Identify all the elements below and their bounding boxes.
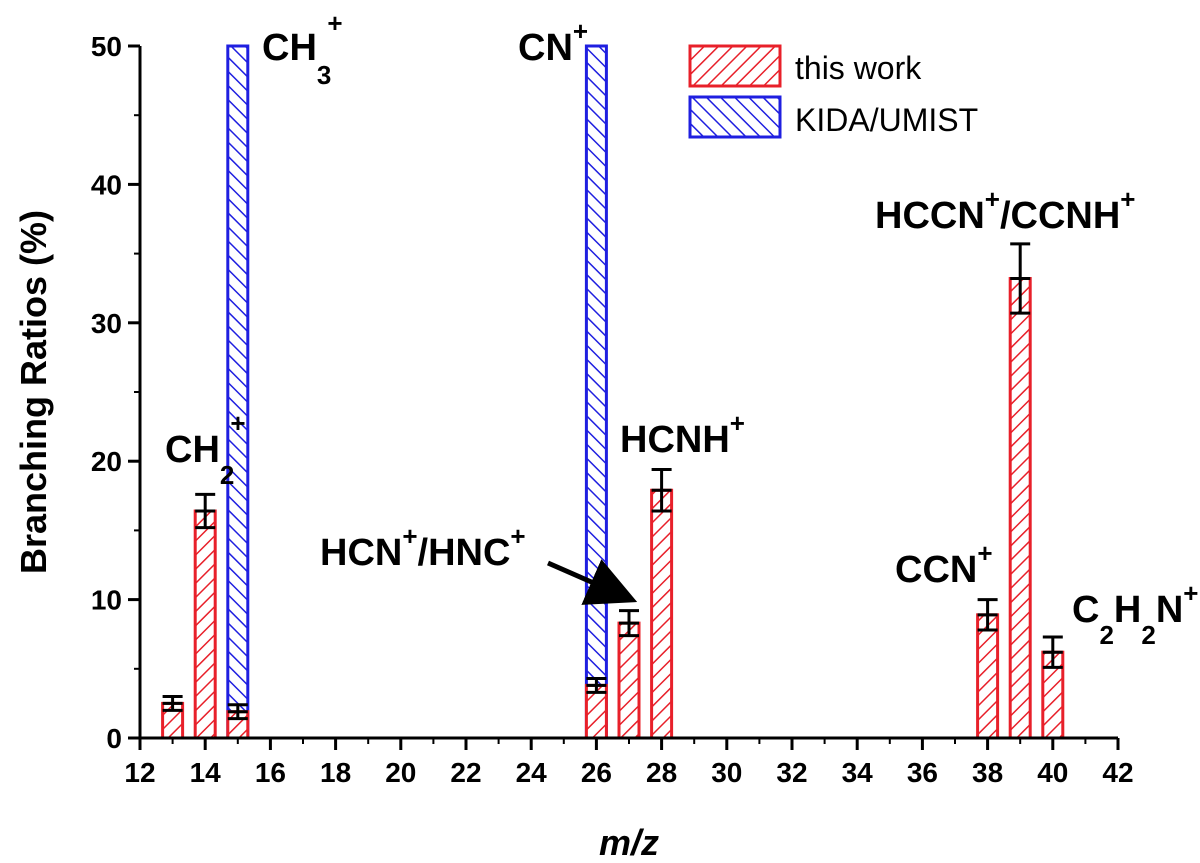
x-tick-label: 32 — [776, 757, 807, 788]
x-axis-ticks: 12 14 16 18 20 22 24 26 28 30 32 34 36 38 40 42 — [124, 738, 1134, 788]
kida-umist-bars — [226, 44, 608, 740]
annotation-hcnh: HCNH+ — [620, 408, 745, 461]
y-tick-label: 30 — [91, 308, 122, 339]
this-work-bars — [161, 277, 1065, 740]
x-tick-label: 42 — [1102, 757, 1133, 788]
x-tick-label: 18 — [320, 757, 351, 788]
x-tick-label: 12 — [124, 757, 155, 788]
y-tick-label: 0 — [106, 723, 122, 754]
kida-umist-bar — [226, 44, 250, 740]
annotation-ch2: CH2+ — [165, 408, 246, 490]
error-bars — [162, 242, 1063, 721]
this-work-bar — [650, 488, 674, 740]
x-tick-label: 26 — [581, 757, 612, 788]
x-axis-title: m/z — [599, 822, 659, 863]
x-tick-label: 30 — [711, 757, 742, 788]
y-tick-label: 50 — [91, 31, 122, 62]
annotation-ccn: CCN+ — [895, 538, 993, 591]
x-tick-label: 34 — [842, 757, 874, 788]
x-tick-label: 40 — [1037, 757, 1068, 788]
annotation-ch3: CH3+ — [262, 8, 343, 90]
y-axis-ticks: 0 10 20 30 40 50 — [91, 31, 140, 754]
legend-swatch-kida-umist — [688, 95, 782, 139]
x-tick-label: 14 — [190, 757, 222, 788]
kida-umist-bar — [584, 44, 608, 740]
y-tick-label: 40 — [91, 169, 122, 200]
legend: this work KIDA/UMIST — [688, 44, 978, 139]
this-work-bar — [1008, 277, 1032, 740]
x-tick-label: 20 — [385, 757, 416, 788]
legend-swatch-this-work — [688, 44, 782, 88]
y-tick-label: 20 — [91, 446, 122, 477]
x-tick-label: 22 — [450, 757, 481, 788]
this-work-bar — [976, 613, 1000, 740]
annotation-c2h2n: C2H2N+ — [1072, 578, 1198, 650]
annotation-hccn-ccnh: HCCN+/CCNH+ — [875, 184, 1135, 237]
this-work-bar — [617, 621, 641, 740]
annotation-hcn-hnc: HCN+/HNC+ — [320, 521, 526, 574]
legend-label-kida-umist: KIDA/UMIST — [795, 102, 978, 138]
x-tick-label: 36 — [907, 757, 938, 788]
x-tick-label: 24 — [516, 757, 548, 788]
y-tick-label: 10 — [91, 585, 122, 616]
y-axis-title: Branching Ratios (%) — [13, 210, 54, 574]
legend-label-this-work: this work — [795, 50, 922, 86]
annotation-cn: CN+ — [518, 16, 588, 69]
x-tick-label: 16 — [255, 757, 286, 788]
annotation-arrow — [546, 559, 638, 605]
x-tick-label: 38 — [972, 757, 1003, 788]
this-work-bar — [193, 509, 217, 740]
x-tick-label: 28 — [646, 757, 677, 788]
